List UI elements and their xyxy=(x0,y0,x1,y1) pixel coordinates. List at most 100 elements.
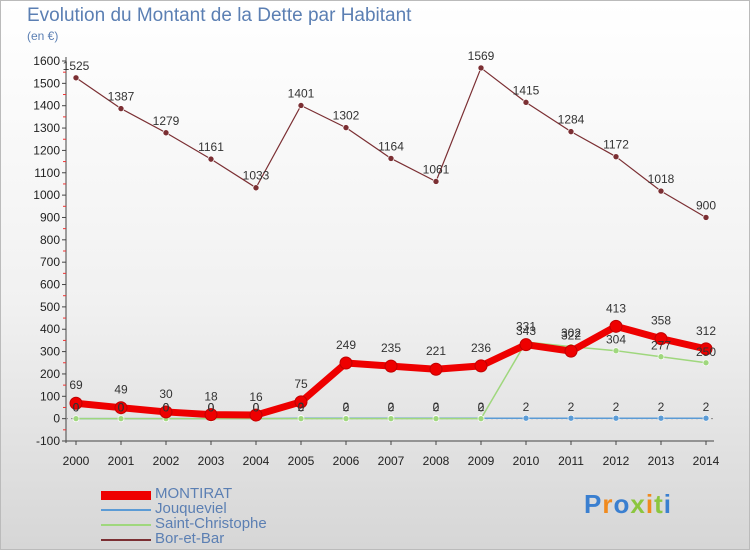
data-label: 2 xyxy=(433,400,440,414)
data-label: 250 xyxy=(696,345,716,359)
data-label: 221 xyxy=(426,344,446,358)
data-label: 0 xyxy=(208,401,215,415)
data-point xyxy=(339,356,353,370)
y-tick-label: 200 xyxy=(40,367,60,381)
chart-title: Evolution du Montant de la Dette par Hab… xyxy=(27,5,412,26)
data-point xyxy=(564,344,578,358)
data-label: 358 xyxy=(651,314,671,328)
y-tick-label: 1300 xyxy=(33,121,60,135)
data-label: 1279 xyxy=(153,114,180,128)
data-label: 2 xyxy=(388,400,395,414)
data-point xyxy=(297,102,305,109)
x-tick-label: 2006 xyxy=(333,454,360,468)
legend-swatch xyxy=(101,539,151,541)
data-label: 2 xyxy=(523,400,530,414)
data-point xyxy=(609,319,623,333)
legend-swatch xyxy=(101,490,151,500)
data-point xyxy=(384,359,398,373)
data-point xyxy=(432,178,440,185)
data-label: 0 xyxy=(253,401,260,415)
x-tick-label: 2008 xyxy=(423,454,450,468)
y-tick-label: 1100 xyxy=(34,166,60,180)
x-tick-label: 2009 xyxy=(468,454,495,468)
series-layer xyxy=(69,64,713,422)
data-point xyxy=(297,415,305,422)
y-tick-label: 1000 xyxy=(33,188,60,202)
data-label: 1033 xyxy=(243,169,270,183)
data-label: 312 xyxy=(696,324,716,338)
data-label: 2 xyxy=(343,400,350,414)
data-label: 2 xyxy=(478,400,485,414)
x-tick-label: 2010 xyxy=(513,454,540,468)
data-label: 0 xyxy=(118,401,125,415)
data-label: 304 xyxy=(606,333,626,347)
data-label: 1161 xyxy=(198,140,224,154)
data-point xyxy=(522,99,530,106)
data-label: 0 xyxy=(298,401,305,415)
data-label: 1172 xyxy=(603,138,629,152)
legend-item: MONTIRAT xyxy=(101,485,321,502)
data-label: 2 xyxy=(613,400,620,414)
data-label: 0 xyxy=(433,401,440,415)
data-point xyxy=(207,155,215,163)
data-point xyxy=(657,414,665,422)
x-tick-label: 2012 xyxy=(603,454,630,468)
data-point xyxy=(612,153,620,160)
data-label: 0 xyxy=(118,401,125,415)
data-point xyxy=(429,362,443,376)
y-tick-label: 500 xyxy=(40,300,60,314)
data-point xyxy=(567,414,575,422)
data-point xyxy=(342,415,350,422)
x-tick-label: 2004 xyxy=(243,454,270,468)
data-label: 1018 xyxy=(648,172,675,186)
data-label: 0 xyxy=(478,401,485,415)
y-tick-label: 600 xyxy=(40,278,60,292)
data-point xyxy=(657,187,665,195)
legend: MONTIRAT Jouqueviel Saint-Christophe Bor-et… xyxy=(101,485,321,547)
y-tick-label: 1200 xyxy=(33,143,60,157)
x-tick-label: 2001 xyxy=(108,454,135,468)
legend-item: Jouqueviel xyxy=(101,500,321,517)
data-label: 2 xyxy=(298,400,305,414)
data-label: 0 xyxy=(343,401,350,415)
x-tick-label: 2011 xyxy=(558,454,584,468)
data-point xyxy=(657,353,665,361)
data-point xyxy=(249,408,263,422)
data-label: 0 xyxy=(163,401,170,415)
data-label: 0 xyxy=(73,401,80,415)
data-point xyxy=(252,184,260,192)
y-tick-label: 1500 xyxy=(33,76,60,90)
legend-item: Saint-Christophe xyxy=(101,515,321,532)
data-point xyxy=(477,415,485,422)
data-point xyxy=(474,359,488,373)
data-point xyxy=(702,414,710,422)
data-point xyxy=(342,124,350,131)
data-label: 277 xyxy=(651,339,671,353)
y-tick-label: 900 xyxy=(40,210,60,224)
data-label: 322 xyxy=(561,329,581,343)
x-tick-label: 2007 xyxy=(378,454,405,468)
y-tick-label: 700 xyxy=(40,255,60,269)
data-label: 331 xyxy=(516,320,536,334)
legend-swatch xyxy=(101,524,151,526)
data-label: 2 xyxy=(658,400,665,414)
x-tick-label: 2003 xyxy=(198,454,225,468)
data-point xyxy=(294,395,308,409)
data-point xyxy=(117,415,125,422)
data-label: 1525 xyxy=(63,59,90,73)
data-point xyxy=(702,214,710,221)
data-label: 0 xyxy=(163,401,170,415)
legend-label: Jouqueviel xyxy=(155,500,227,517)
data-label: 1284 xyxy=(558,113,585,127)
data-point xyxy=(387,415,395,422)
x-tick-label: 2002 xyxy=(153,454,180,468)
data-point xyxy=(117,105,125,112)
data-label: 1061 xyxy=(423,162,450,176)
data-point xyxy=(702,359,710,367)
data-point xyxy=(612,414,620,422)
data-label: 49 xyxy=(114,383,128,397)
y-tick-label: 300 xyxy=(40,345,60,359)
data-point xyxy=(72,415,80,422)
data-label: 1569 xyxy=(468,49,495,63)
